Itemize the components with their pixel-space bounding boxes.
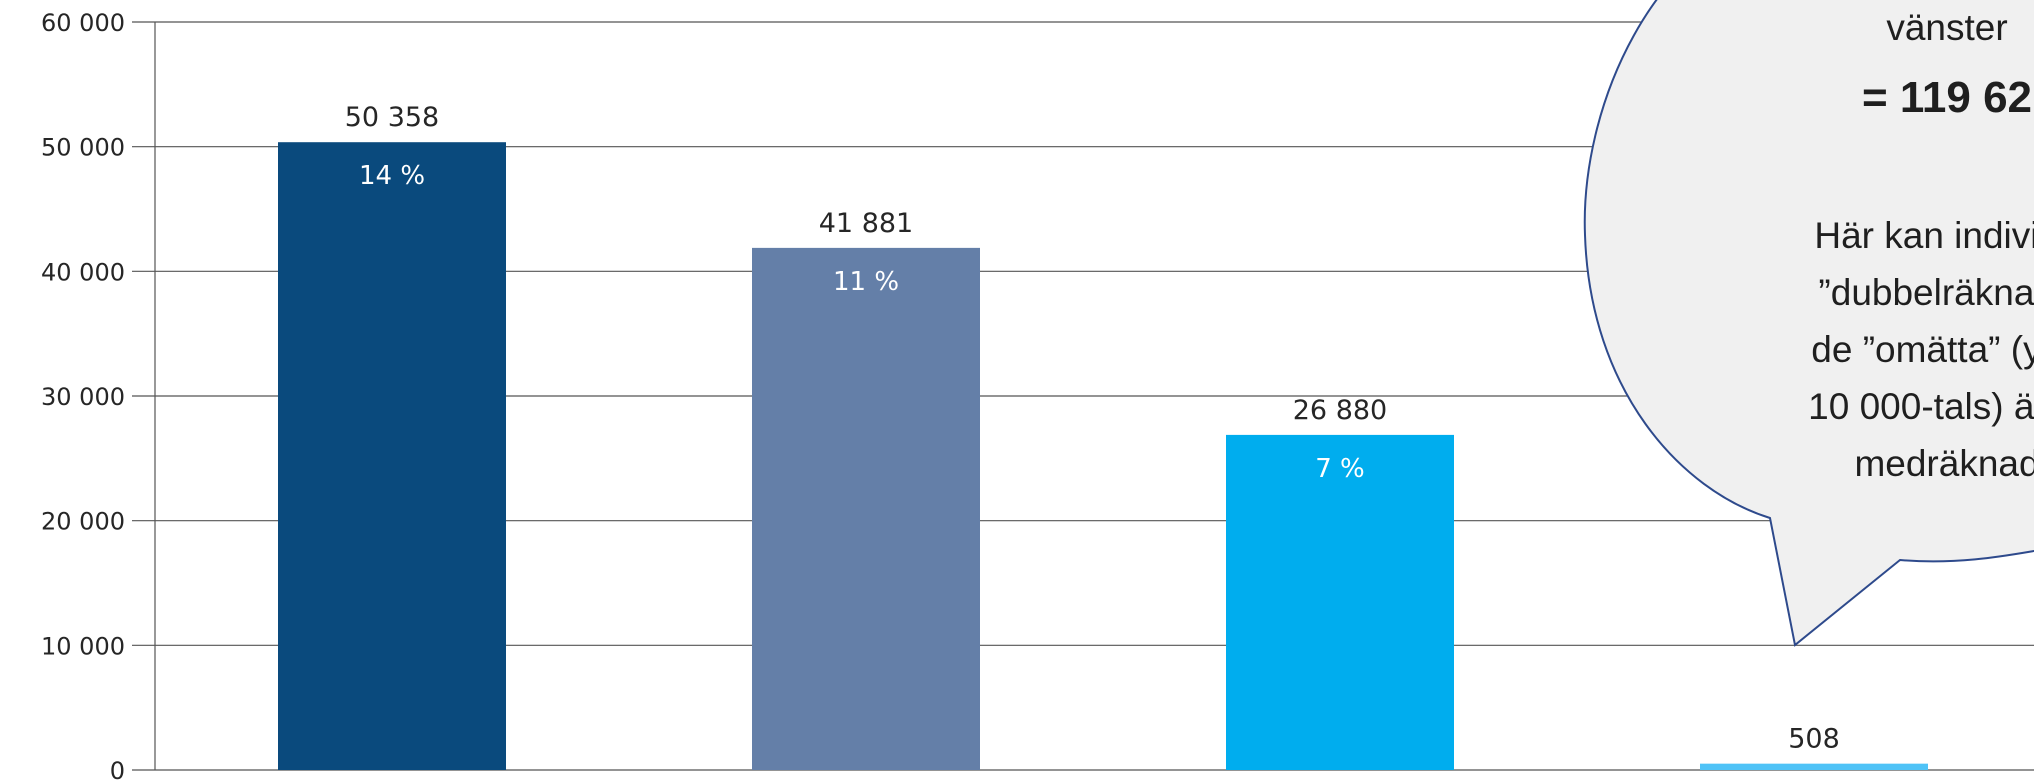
callout-text: vänster = 119 62 Här kan individe ”dubbelrä… [1808, 7, 2034, 484]
bar-percent-label: 7 % [1315, 454, 1365, 484]
bar [278, 142, 506, 770]
bar-value-label: 508 [1788, 724, 1840, 755]
y-tick-label: 10 000 [41, 632, 125, 660]
callout-line: = 119 62 [1862, 73, 2032, 122]
y-tick-label: 40 000 [41, 258, 125, 286]
bar [1226, 434, 1454, 770]
callout-line: vänster [1886, 7, 2007, 48]
callout-bubble: vänster = 119 62 Här kan individe ”dubbelrä… [1583, 0, 2034, 647]
y-tick-label: 60 000 [41, 9, 125, 37]
callout-shape [1583, 0, 2034, 647]
bar [752, 247, 980, 770]
bar [1700, 763, 1928, 770]
bar-percent-label: 11 % [833, 267, 899, 297]
callout-line: Här kan individe [1814, 215, 2034, 256]
bar-percent-label: 14 % [359, 161, 425, 191]
bar-value-label: 50 358 [345, 102, 439, 133]
callout-line: 10 000-tals) är in [1808, 386, 2034, 427]
bar-value-label: 41 881 [819, 208, 913, 239]
callout-line: medräknad [1854, 443, 2034, 484]
bar-value-label: 26 880 [1293, 395, 1387, 426]
y-tick-label: 20 000 [41, 508, 125, 536]
y-axis-ticks: 0 10 000 20 000 30 000 40 000 50 000 60 000 [41, 9, 125, 780]
y-tick-label: 0 [110, 757, 125, 780]
y-tick-label: 50 000 [41, 134, 125, 162]
bars: 50 358 14 % 41 881 11 % 26 880 7 % 508 [278, 102, 1928, 770]
callout-line: de ”omätta” (ytte [1811, 329, 2034, 370]
y-tick-label: 30 000 [41, 383, 125, 411]
